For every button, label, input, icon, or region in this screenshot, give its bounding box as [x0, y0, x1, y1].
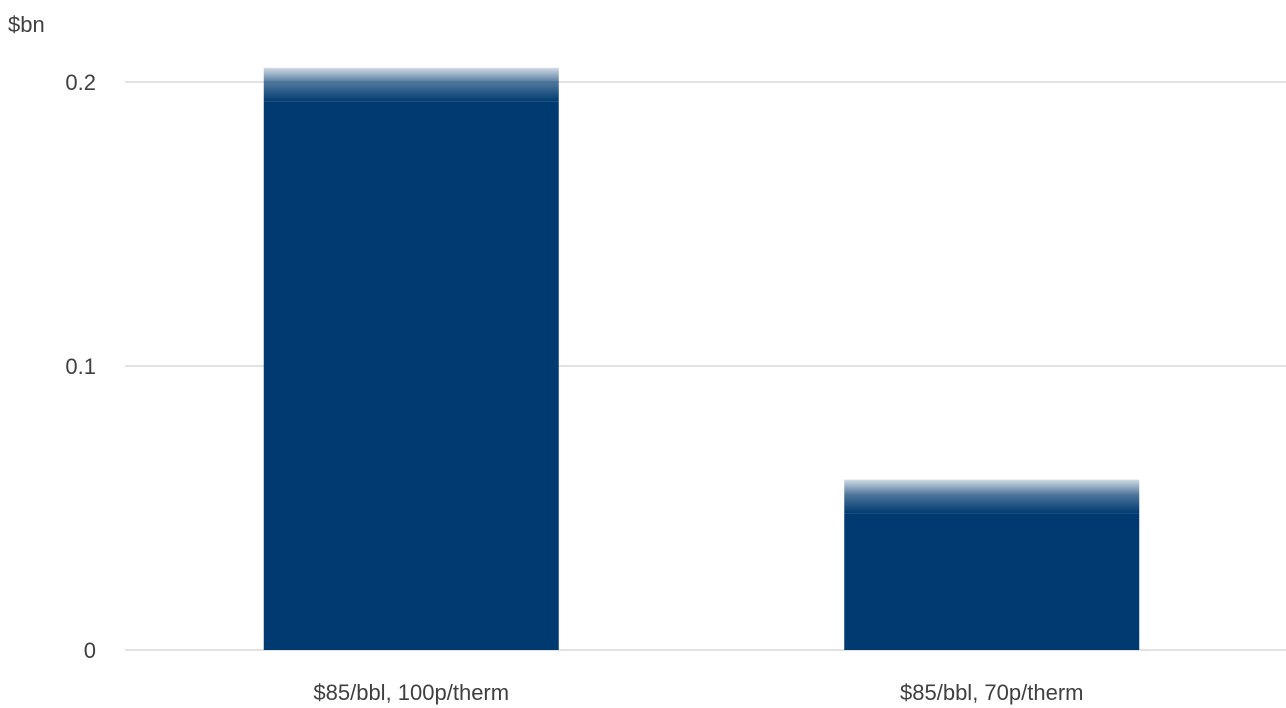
bar-fade-cap	[263, 67, 559, 102]
y-axis-ticks: 0 0.1 0.2	[65, 70, 96, 663]
x-axis-labels: $85/bbl, 100p/therm $85/bbl, 70p/therm	[313, 680, 1083, 705]
y-unit-label: $bn	[8, 12, 45, 37]
y-tick-label: 0.1	[65, 354, 96, 379]
y-tick-label: 0.2	[65, 70, 96, 95]
bar-fade-cap	[844, 479, 1140, 514]
bar	[263, 101, 559, 651]
x-category-label: $85/bbl, 100p/therm	[313, 680, 509, 705]
bars	[263, 67, 1140, 651]
y-tick-label: 0	[84, 638, 96, 663]
x-category-label: $85/bbl, 70p/therm	[900, 680, 1083, 705]
bar	[844, 513, 1140, 650]
